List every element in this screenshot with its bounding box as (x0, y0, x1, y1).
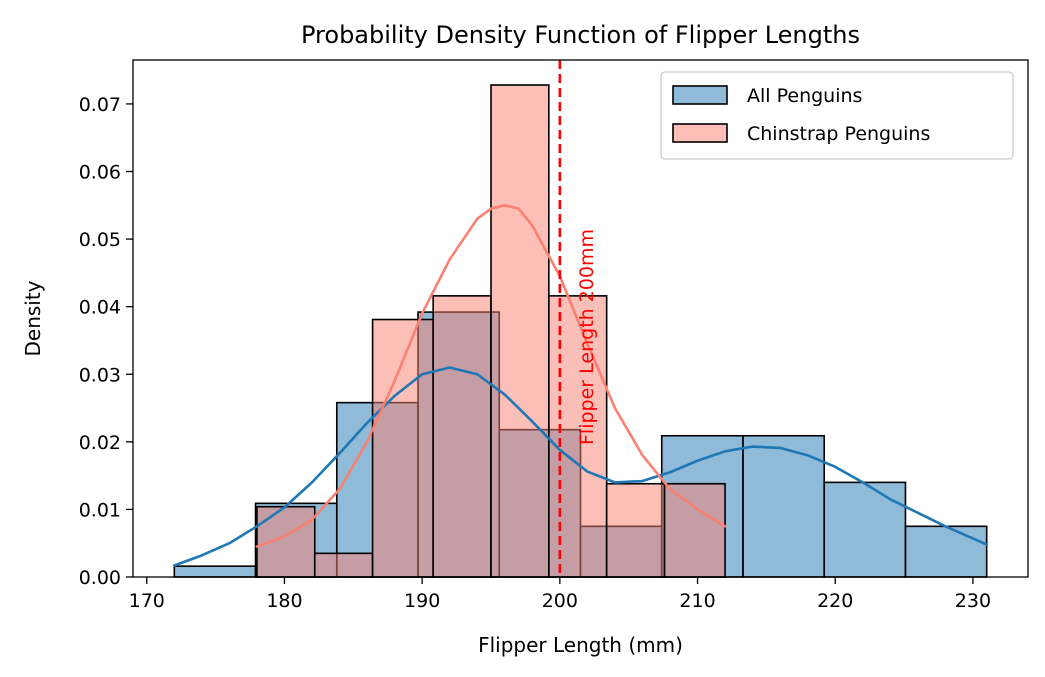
x-tick-label: 210 (679, 590, 715, 612)
y-tick-label: 0.04 (79, 297, 121, 319)
histogram-bar (173, 565, 257, 578)
x-tick-label: 190 (404, 590, 440, 612)
histogram-bar (605, 482, 666, 578)
x-axis: 170 180 190 200 210 220 230 (129, 577, 991, 612)
histogram-bar (313, 552, 374, 578)
kde-line-chinstrap-penguins (255, 204, 727, 548)
y-tick-label: 0.06 (79, 162, 121, 184)
histogram-bar (256, 505, 316, 578)
chart-title: Probability Density Function of Flipper … (301, 21, 860, 49)
histogram-bar (904, 525, 988, 578)
x-tick-label: 220 (817, 590, 853, 612)
x-axis-label: Flipper Length (mm) (478, 633, 683, 657)
y-tick-label: 0.07 (79, 94, 121, 116)
legend: All Penguins Chinstrap Penguins (660, 71, 1014, 160)
series-chinstrap-penguins-bars (256, 84, 726, 578)
y-tick-label: 0.01 (79, 499, 121, 521)
y-tick-label: 0.05 (79, 229, 121, 251)
histogram-bar (823, 481, 907, 578)
x-tick-label: 170 (129, 590, 165, 612)
plot-area (173, 60, 988, 578)
kde-line-all-penguins (173, 366, 988, 567)
histogram-bar (663, 482, 726, 578)
legend-swatch (672, 123, 728, 143)
x-tick-label: 230 (955, 590, 991, 612)
histogram-bar (490, 84, 550, 578)
vline-annotation-label: Flipper Length 200mm (576, 229, 598, 445)
y-tick-label: 0.00 (79, 567, 121, 589)
histogram-bar (432, 295, 492, 578)
legend-box (660, 71, 1014, 160)
legend-label: All Penguins (747, 85, 862, 107)
y-axis-label: Density (21, 280, 45, 356)
axes-frame (132, 59, 1029, 578)
y-tick-label: 0.02 (79, 432, 121, 454)
legend-label: Chinstrap Penguins (747, 123, 930, 145)
legend-swatch (672, 85, 728, 105)
y-tick-label: 0.03 (79, 364, 121, 386)
x-tick-label: 180 (266, 590, 302, 612)
histogram-bar (742, 434, 826, 578)
y-axis: 0.00 0.01 0.02 0.03 0.04 0.05 0.06 0.07 (79, 94, 133, 589)
x-tick-label: 200 (542, 590, 578, 612)
